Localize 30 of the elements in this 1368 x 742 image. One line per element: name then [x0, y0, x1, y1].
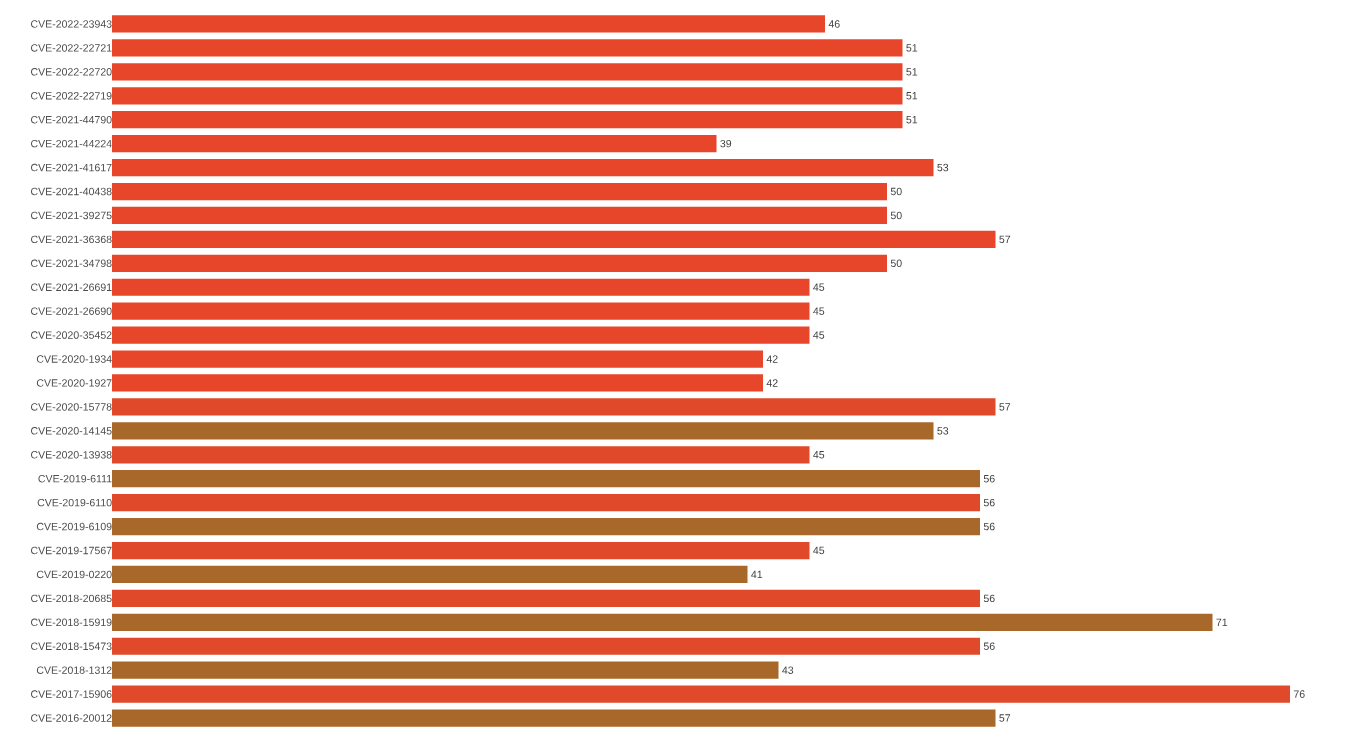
bar	[112, 637, 980, 655]
bar	[112, 374, 763, 392]
bar	[112, 565, 748, 584]
bar	[112, 206, 887, 225]
bar	[112, 135, 717, 153]
bar	[112, 661, 779, 679]
bar	[112, 709, 996, 727]
bar	[112, 39, 903, 57]
bar	[112, 111, 903, 129]
bar	[112, 254, 887, 272]
bar	[112, 63, 903, 81]
bar	[112, 470, 980, 488]
bar	[112, 230, 996, 248]
bar	[112, 685, 1290, 703]
bar	[112, 398, 996, 416]
bar	[112, 494, 980, 512]
bar	[112, 182, 887, 201]
bar	[112, 87, 903, 105]
bar	[112, 158, 934, 177]
bar	[112, 446, 810, 464]
bar	[112, 302, 810, 320]
bar	[112, 326, 810, 344]
bar	[112, 541, 810, 560]
bar	[112, 589, 980, 607]
bar	[112, 422, 934, 440]
bar	[112, 278, 810, 296]
bar	[112, 350, 763, 368]
bar	[112, 517, 980, 536]
bar	[112, 613, 1213, 631]
bar	[112, 15, 825, 33]
